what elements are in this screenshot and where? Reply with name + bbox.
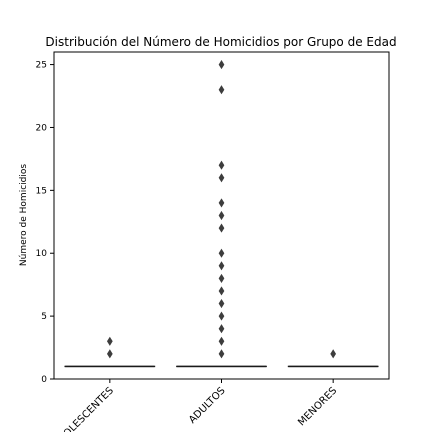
outlier-point <box>218 173 225 183</box>
outlier-point <box>218 60 225 70</box>
y-tick-label: 25 <box>36 61 47 71</box>
y-tick-label: 10 <box>36 249 48 259</box>
outlier-point <box>218 273 225 283</box>
y-axis-label: Número de Homicidios <box>19 164 29 266</box>
outlier-point <box>106 336 113 346</box>
outlier-point <box>218 160 225 170</box>
outlier-point <box>218 336 225 346</box>
plot-area: 0 5 10 15 20 25 ADOLESCENTES ADULTOS MENORES <box>36 51 390 432</box>
outlier-point <box>218 324 225 334</box>
outlier-point <box>218 210 225 221</box>
outlier-point <box>218 223 225 233</box>
outlier-point <box>218 311 225 321</box>
chart-title: Distribución del Número de Homicidios po… <box>45 35 396 49</box>
x-tick-label: MENORES <box>296 385 339 428</box>
y-tick-label: 15 <box>36 186 47 196</box>
outlier-point <box>218 349 225 359</box>
y-tick-label: 20 <box>36 123 48 133</box>
outlier-point <box>218 85 225 95</box>
outlier-point <box>218 248 225 258</box>
outlier-point <box>218 286 225 296</box>
x-tick-label: ADOLESCENTES <box>51 385 116 432</box>
y-tick-label: 0 <box>41 375 47 385</box>
outlier-point <box>218 198 225 208</box>
outlier-point <box>330 349 337 359</box>
outlier-point <box>218 298 225 309</box>
x-tick-label: ADULTOS <box>187 385 228 426</box>
y-tick-label: 5 <box>41 312 47 322</box>
outlier-point <box>218 261 225 271</box>
outlier-point <box>106 349 113 359</box>
